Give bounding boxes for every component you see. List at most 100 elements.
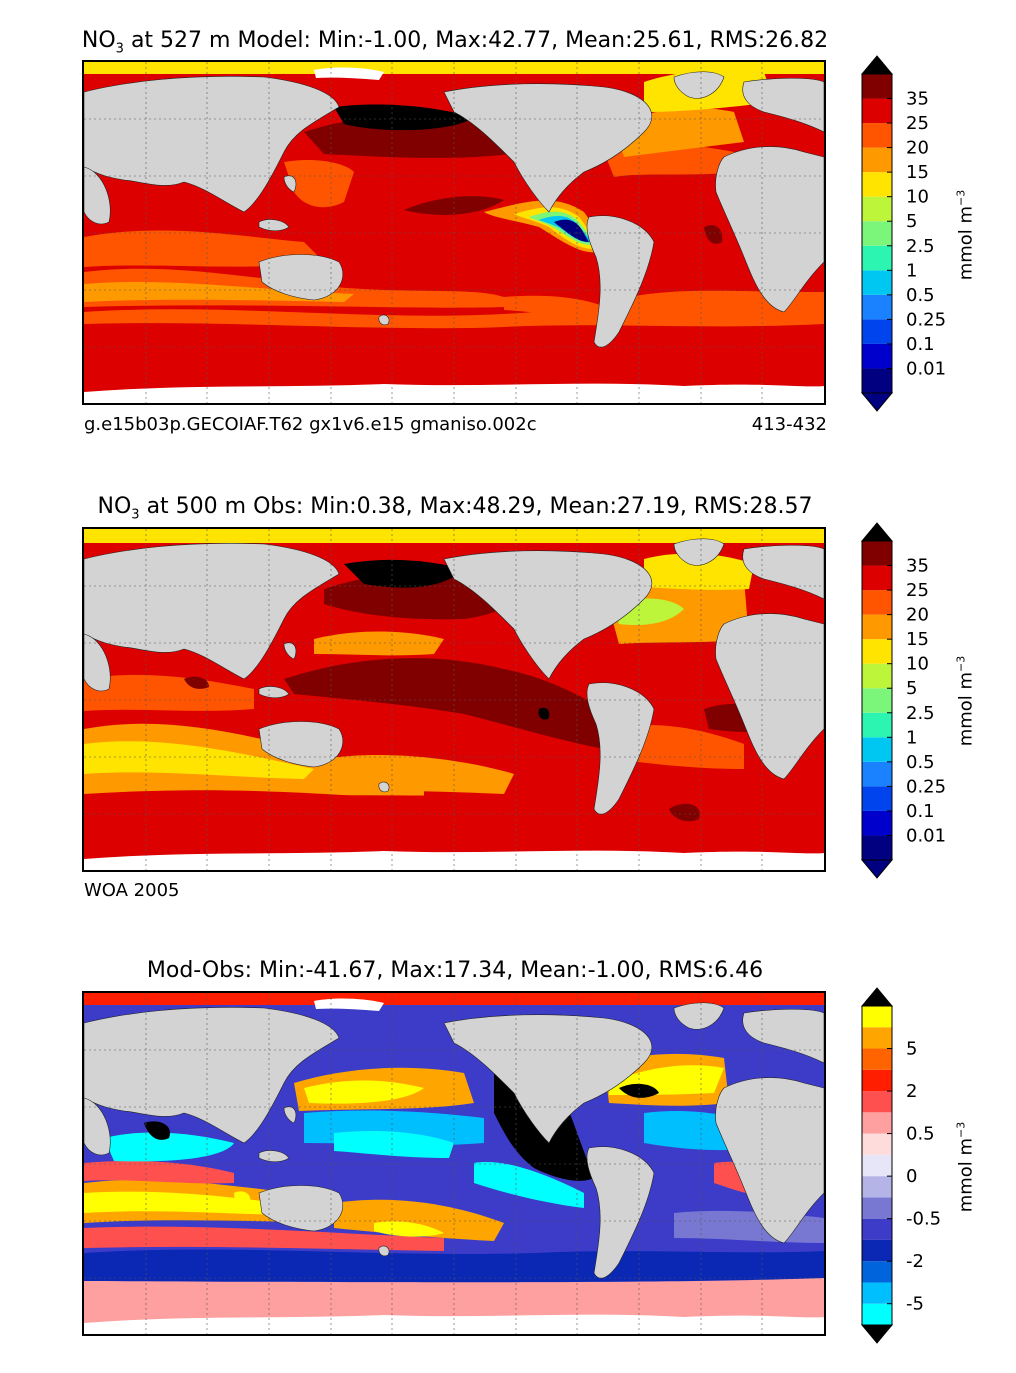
colorbar-frame [861,73,893,394]
new-zealand [378,781,390,793]
north-atlantic-black [619,1083,659,1098]
obs-colorbar: 0.01 0.1 0.25 0.5 1 2.5 5 10 15 20 25 35 [860,522,946,879]
africa [715,146,824,313]
colorbar-segment [862,1154,892,1177]
east-pacific-cyan [474,1162,584,1208]
colorbar-tick-label: 10 [906,654,929,675]
diff-colorbar-svg: -5 -2 -0.5 0 0.5 2 5 [860,987,941,1344]
australia [258,254,344,301]
diff-unit-main: mmol m [955,1137,977,1213]
model-unit-main: mmol m [955,205,977,281]
australia [258,721,344,768]
philippines [283,1106,297,1124]
obs-colorbar-svg: 0.01 0.1 0.25 0.5 1 2.5 5 10 15 20 25 35 [860,522,946,879]
graticule [84,529,824,870]
eurasia [84,1007,340,1144]
indonesia [258,686,290,699]
graticule [84,993,824,1334]
south-band-red [84,1226,444,1251]
colorbar-segment [862,1048,892,1070]
south-atlantic-max [669,803,700,822]
colorbar-tick-label: 0.5 [906,1124,935,1145]
colorbar-tick-label: 25 [906,580,929,601]
south-atlantic-max [704,225,723,244]
colorbar-segment [862,1282,892,1304]
colorbar-segment [862,565,892,591]
eurasia [84,76,340,213]
colorbar-tick-label: 2.5 [906,703,935,724]
colorbar-segment [862,245,892,271]
colorbar-tick-label: 0.25 [906,309,946,330]
north-atlantic-yellow [644,553,754,590]
colorbar-segment [862,294,892,320]
obs-map-field [84,529,824,870]
colorbar-over-arrow [860,987,894,1007]
model-years: 413-432 [751,414,827,435]
north-pacific-black [344,559,464,588]
colorbar-segment [862,1239,892,1262]
eurasia [84,543,340,680]
colorbar-frame [861,1005,893,1326]
colorbar-segment [862,1303,892,1325]
colorbar-segment [862,123,892,148]
africa-east-edge [84,166,111,225]
colorbar-segment [862,1133,892,1155]
colorbar-tick-label: 15 [906,162,929,183]
colorbar-segment [862,196,892,222]
obs-unit-main: mmol m [955,671,977,747]
land-masses [84,1002,824,1279]
pacific-max-band [284,658,628,750]
north-america [443,1014,653,1144]
africa [715,1077,824,1244]
model-map-field [84,62,824,403]
obs-unit-exponent: −3 [954,655,968,672]
arabian-black [144,1121,170,1140]
colorbar-tick-label: 0.1 [906,801,935,822]
colorbar-segment [862,1069,892,1092]
colorbar-segment [862,688,892,713]
model-unit-exponent: −3 [954,189,968,206]
colorbar-segment [862,1176,892,1198]
colorbar-segment [862,147,892,173]
europe [742,77,824,133]
diff-title: Mod-Obs: Min:-41.67, Max:17.34, Mean:-1.… [0,958,910,983]
colorbar-frame [861,540,893,861]
indian-red [84,1161,234,1184]
colorbar-tick-label: 0.01 [906,358,946,379]
colorbar-tick-label: 5 [906,211,917,232]
colorbar-tick-label: 2.5 [906,236,935,257]
obs-title-stats: at 500 m Obs: Min:0.38, Max:48.29, Mean:… [139,494,813,519]
africa [715,613,824,780]
obs-colorbar-unit: mmol m−3 [954,656,976,747]
south-america [586,682,655,815]
colorbar-tick-label: 20 [906,605,929,626]
south-america [586,215,655,348]
arabian-max [184,676,209,689]
colorbar-tick-label: 1 [906,260,917,281]
diff-map [82,991,826,1336]
indian-band [84,674,254,711]
colorbar-tick-label: 2 [906,1081,917,1102]
philippines [283,175,297,193]
colorbar-segment [862,639,892,664]
europe [742,544,824,600]
colorbar-segment [862,74,892,99]
north-america [443,550,653,680]
diff-colorbar-unit: mmol m−3 [954,1122,976,1213]
colorbar-over-arrow [860,522,894,542]
new-zealand [378,314,390,326]
greenland [673,71,725,99]
colorbar-segment [862,1006,892,1028]
diff-map-field [84,993,824,1334]
colorbar-tick-label: 20 [906,138,929,159]
colorbar-segment [862,712,892,738]
colorbar-tick-label: 0 [906,1166,917,1187]
colorbar-segment [862,835,892,860]
north-pacific-black [334,104,474,131]
indian-yellow-spot [234,1191,251,1206]
philippines [283,642,297,660]
south-indian-yellow [84,741,314,779]
diff-title-stats: : Min:-41.67, Max:17.34, Mean:-1.00, RMS… [244,958,764,983]
africa-east-edge [84,1097,111,1156]
colorbar-tick-label: 1 [906,727,917,748]
